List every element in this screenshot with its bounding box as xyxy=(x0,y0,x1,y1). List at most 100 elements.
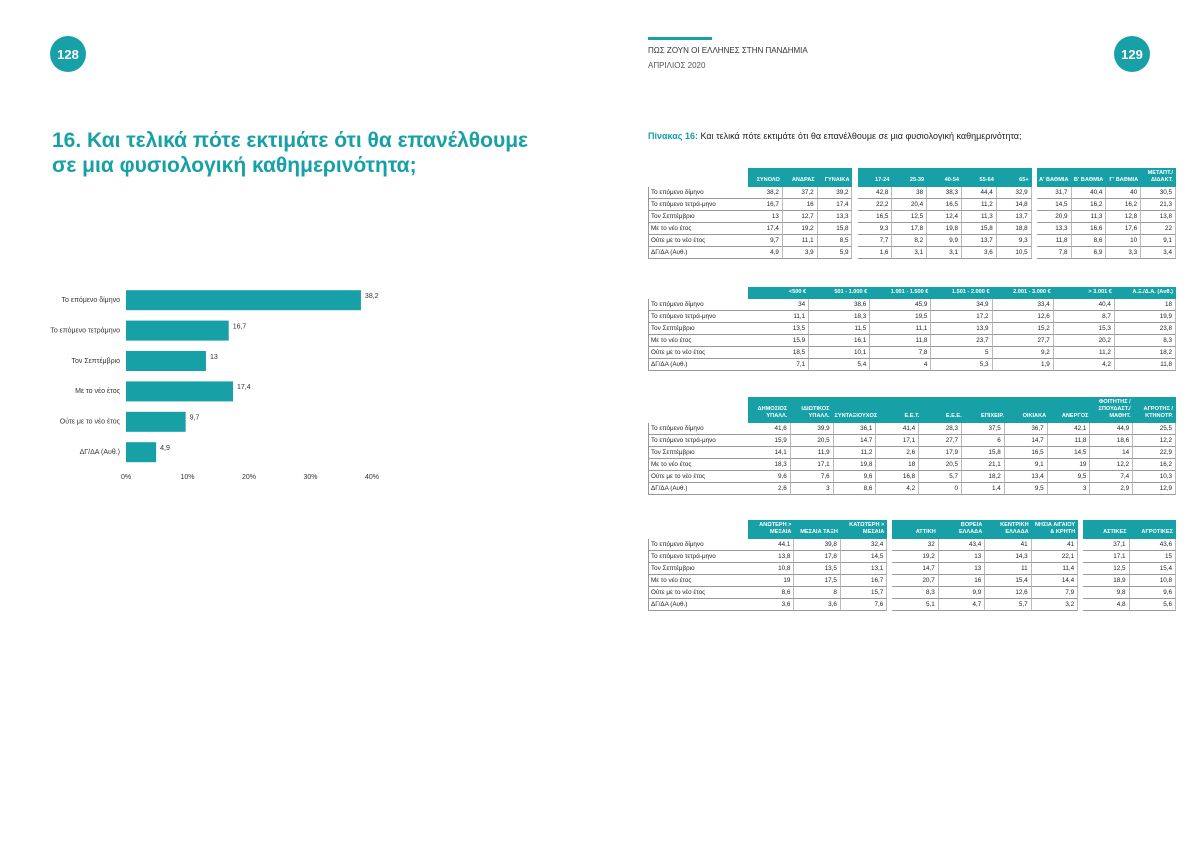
table-cell: 14,4 xyxy=(1031,575,1079,587)
column-header: ΕΠΙΧΕΙΡ. xyxy=(964,397,1007,423)
table-cell: 13,7 xyxy=(961,235,997,247)
table-cell: 41,6 xyxy=(748,423,791,435)
table-cell: 19,5 xyxy=(870,311,932,323)
row-label: Με το νέο έτος xyxy=(648,459,748,471)
table-cell: 16,5 xyxy=(927,199,962,211)
table-cell: 14 xyxy=(1090,447,1134,459)
table-cell: 3 xyxy=(1047,483,1091,495)
column-header: ΚΕΝΤΡΙΚΗ ΕΛΛΑΔΑ xyxy=(985,520,1032,539)
table-cell: 17,4 xyxy=(817,199,853,211)
cell-group: 38,2 37,2 39,2 xyxy=(748,187,853,199)
cell-group: 32 43,4 41 41 xyxy=(892,539,1079,551)
column-header: 501 - 1.000 € xyxy=(809,287,871,299)
table-cell: 36,7 xyxy=(1004,423,1048,435)
table-cell: 14,5 xyxy=(1036,199,1072,211)
cell-group: 20,9 11,3 12,8 13,8 xyxy=(1036,211,1176,223)
table-cell: 12,2 xyxy=(1090,459,1134,471)
header-row: ΑΝΩΤΕΡΗ > ΜΕΣΑΙΑ ΜΕΣΑΙΑ ΤΑΞΗ ΚΑΤΩΤΕΡΗ > ΜΕ… xyxy=(648,520,1177,539)
table-cell: 8,6 xyxy=(748,587,795,599)
column-group: ΔΗΜΟΣΙΟΣ ΥΠΑΛΛ. ΙΔΙΩΤΙΚΟΣ ΥΠΑΛΛ. ΣΥΝΤΑΞΙΟΥ… xyxy=(748,397,1176,423)
column-header: 25-39 xyxy=(892,168,928,187)
table-cell: 8,3 xyxy=(892,587,939,599)
table-cell: 18,6 xyxy=(1090,435,1134,447)
value-label: 16,7 xyxy=(233,323,247,330)
table-cell: 20,7 xyxy=(892,575,939,587)
table-cell: 15,9 xyxy=(748,435,791,447)
table-cell: 11,1 xyxy=(748,311,810,323)
table-row: Το επόμενο τετρά-μηνο 16,7 16 17,4 22,2 20,4 1… xyxy=(648,199,1176,211)
cell-group: 17,1 15 xyxy=(1083,551,1177,563)
table-cell: 17,1 xyxy=(876,435,920,447)
table-cell: 17,9 xyxy=(919,447,962,459)
column-header: ΝΗΣΙΑ ΑΙΓΑΙΟΥ & ΚΡΗΤΗ xyxy=(1031,520,1079,539)
table-cell: 9,6 xyxy=(748,471,791,483)
column-header: 1.001 - 1.500 € xyxy=(870,287,932,299)
table-cell: 32,9 xyxy=(996,187,1032,199)
table-cell: 18,3 xyxy=(748,459,791,471)
bar xyxy=(126,442,157,463)
table-row: ΔΓ/ΔΑ (Αυθ.) 2,6 3 8,6 4,2 0 1,4 9,5 3 2,9 12,9 xyxy=(648,483,1176,495)
cell-group: 8,3 9,9 12,6 7,9 xyxy=(892,587,1079,599)
table-cell: 18,5 xyxy=(748,347,810,359)
table-cell: 14,3 xyxy=(985,551,1032,563)
row-groups: 9,7 11,1 8,5 7,7 8,2 9,9 13,7 9,3 11,8 8,6 10 9,1 xyxy=(748,235,1176,247)
question-title: 16. Και τελικά πότε εκτιμάτε ότι θα επαν… xyxy=(52,129,529,177)
table-cell: 27,7 xyxy=(919,435,962,447)
column-header: ΑΤΤΙΚΗ xyxy=(892,520,939,539)
cell-group: 7,1 5,4 4 5,3 1,9 4,2 11,8 xyxy=(748,359,1176,371)
table-cell: 11,9 xyxy=(790,447,834,459)
table-cell: 15,8 xyxy=(961,223,997,235)
table-row: Ούτε με το νέο έτος 9,6 7,6 9,6 16,8 5,7 18,2 1… xyxy=(648,471,1176,483)
x-tick-label: 20% xyxy=(242,474,256,481)
table-cell: 13,1 xyxy=(840,563,888,575)
table-cell: 10,5 xyxy=(996,247,1032,259)
table-cell: 13,5 xyxy=(748,323,810,335)
column-header: 40-54 xyxy=(927,168,962,187)
table-cell: 3,6 xyxy=(794,599,841,611)
corner-cell xyxy=(648,520,748,539)
table-cell: 44,9 xyxy=(1090,423,1134,435)
table-cell: 4,8 xyxy=(1083,599,1130,611)
table-cell: 32,4 xyxy=(840,539,888,551)
row-groups: 16,7 16 17,4 22,2 20,4 16,5 11,2 14,8 14,5 16,2 16… xyxy=(748,199,1176,211)
table-cell: 42,8 xyxy=(857,187,893,199)
row-label: Το επόμενο τετρά-μηνο xyxy=(648,199,748,211)
column-header: ΣΥΝΤΑΞΙΟΥΧΟΣ xyxy=(832,397,881,423)
table-row: Τον Σεπτέμβριο 13 12,7 13,3 16,5 12,5 12,4 11,3… xyxy=(648,211,1176,223)
table-cell: 7,7 xyxy=(857,235,893,247)
row-groups: 18,5 10,1 7,8 5 9,2 11,2 18,2 xyxy=(748,347,1176,359)
table-cell: 19,9 xyxy=(1114,311,1176,323)
table-cell: 16,2 xyxy=(1133,459,1176,471)
cell-group: 31,7 40,4 40 30,5 xyxy=(1036,187,1176,199)
table-row: Το επόμενο τετρά-μηνο 11,1 18,3 19,5 17,2 12,… xyxy=(648,311,1176,323)
table-cell: 12,5 xyxy=(1083,563,1130,575)
table-cell: 4 xyxy=(870,359,932,371)
column-header: 65+ xyxy=(996,168,1032,187)
table-cell: 9,5 xyxy=(1047,471,1091,483)
table-cell: 20,4 xyxy=(892,199,928,211)
header-row: ΣΥΝΟΛΟ ΑΝΔΡΑΣ ΓΥΝΑΙΚΑ 17-24 25-39 40-54 55-64 6… xyxy=(648,168,1176,187)
table-cell: 13 xyxy=(748,211,783,223)
x-tick-label: 40% xyxy=(365,474,379,481)
table-cell: 8 xyxy=(794,587,841,599)
row-label: Τον Σεπτέμβριο xyxy=(648,323,748,335)
table-cell: 20,2 xyxy=(1053,335,1115,347)
row-groups: 8,6 8 15,7 8,3 9,9 12,6 7,9 9,8 9,6 xyxy=(748,587,1177,599)
table-cell: 44,1 xyxy=(748,539,795,551)
row-label: ΔΓ/ΔΑ (Αυθ.) xyxy=(648,483,748,495)
table-cell: 12,2 xyxy=(1133,435,1176,447)
header-groups: ΔΗΜΟΣΙΟΣ ΥΠΑΛΛ. ΙΔΙΩΤΙΚΟΣ ΥΠΑΛΛ. ΣΥΝΤΑΞΙΟΥ… xyxy=(748,397,1176,423)
column-header: ΜΕΣΑΙΑ ΤΑΞΗ xyxy=(794,520,841,539)
table-cell: 15 xyxy=(1129,551,1177,563)
table-row: Ούτε με το νέο έτος 9,7 11,1 8,5 7,7 8,2 9,9 13… xyxy=(648,235,1176,247)
x-tick-label: 30% xyxy=(303,474,317,481)
row-groups: 17,4 19,2 15,8 9,3 17,8 19,8 15,8 18,8 13,3 16,6 1… xyxy=(748,223,1176,235)
category-label: Με το νέο έτος xyxy=(75,387,121,395)
table-cell: 3,3 xyxy=(1106,247,1142,259)
table-cell: 14,5 xyxy=(1047,447,1091,459)
table-cell: 18,8 xyxy=(996,223,1032,235)
table-cell: 20,5 xyxy=(790,435,834,447)
table-cell: 3,1 xyxy=(927,247,962,259)
table-row: Με το νέο έτος 15,9 16,1 11,8 23,7 27,7 20,2 8,… xyxy=(648,335,1176,347)
table-cell: 17,5 xyxy=(794,575,841,587)
